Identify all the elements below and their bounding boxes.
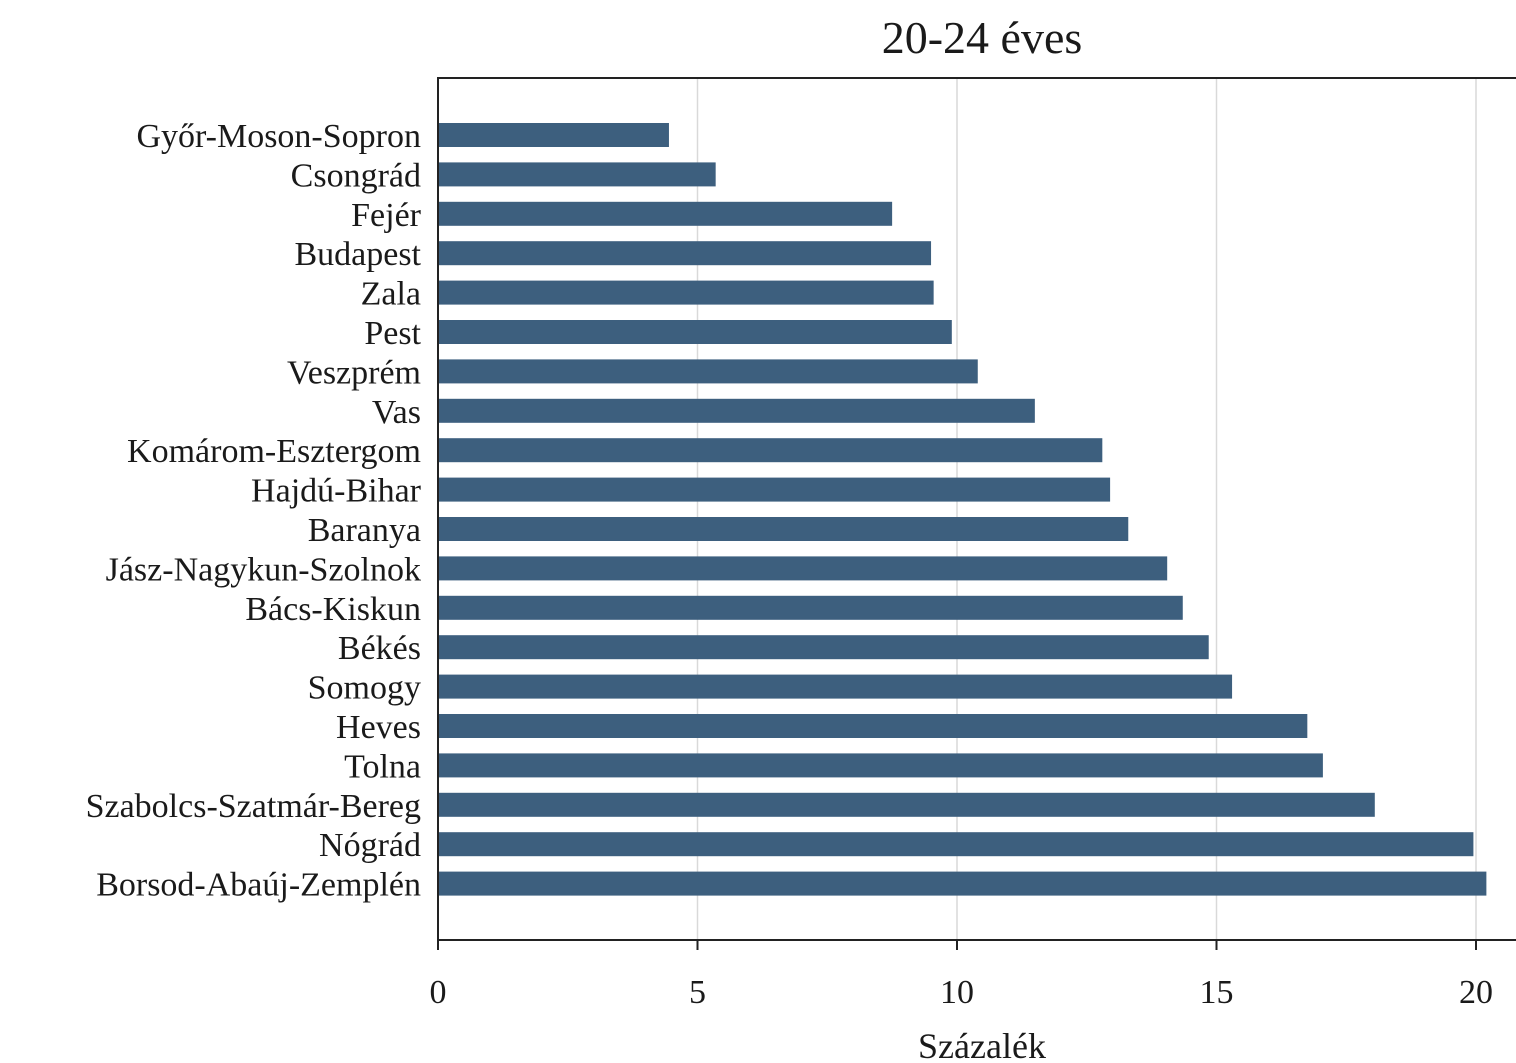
bar bbox=[438, 753, 1323, 778]
category-label: Tolna bbox=[344, 748, 421, 785]
category-label: Veszprém bbox=[287, 354, 421, 391]
x-tick-label: 15 bbox=[1200, 974, 1234, 1011]
chart-title: 20-24 éves bbox=[882, 12, 1083, 63]
category-label: Vas bbox=[372, 394, 421, 431]
bar bbox=[438, 595, 1183, 620]
bar bbox=[438, 398, 1035, 423]
category-label: Csongrád bbox=[291, 157, 421, 194]
category-label: Bács-Kiskun bbox=[245, 591, 421, 628]
bar bbox=[438, 556, 1168, 581]
x-tick-label: 10 bbox=[940, 974, 974, 1011]
plot-frame bbox=[437, 77, 1516, 941]
bar bbox=[438, 714, 1308, 738]
bar bbox=[438, 871, 1487, 896]
bar bbox=[438, 438, 1103, 463]
category-label: Szabolcs-Szatmár-Bereg bbox=[86, 788, 421, 825]
category-label: Heves bbox=[336, 709, 421, 746]
category-label: Győr-Moson-Sopron bbox=[136, 118, 421, 155]
category-label: Jász-Nagykun-Szolnok bbox=[106, 551, 421, 588]
bar bbox=[438, 162, 716, 187]
category-label: Hajdú-Bihar bbox=[251, 473, 422, 510]
bar bbox=[438, 241, 932, 266]
x-tick-label: 0 bbox=[430, 974, 447, 1011]
category-label: Baranya bbox=[308, 512, 421, 549]
x-axis-label: Százalék bbox=[918, 1026, 1046, 1063]
x-tick-label: 5 bbox=[689, 974, 706, 1011]
category-label: Budapest bbox=[294, 236, 421, 273]
bar bbox=[438, 832, 1474, 857]
bar bbox=[438, 635, 1209, 660]
bar bbox=[438, 201, 893, 226]
bar bbox=[438, 477, 1111, 502]
category-label: Békés bbox=[338, 630, 421, 667]
category-labels: Győr-Moson-SopronCsongrádFejérBudapestZa… bbox=[86, 118, 422, 904]
bar bbox=[438, 320, 952, 344]
x-tick-label: 20 bbox=[1459, 974, 1493, 1011]
bar bbox=[438, 280, 934, 305]
bars bbox=[438, 123, 1487, 896]
category-label: Fejér bbox=[351, 197, 422, 234]
x-axis-ticks: 0 5 10 15 20 bbox=[430, 940, 1493, 1011]
bar bbox=[438, 517, 1129, 541]
bar bbox=[438, 359, 978, 384]
category-label: Pest bbox=[364, 315, 421, 352]
category-label: Zala bbox=[361, 276, 421, 313]
bar bbox=[438, 123, 669, 147]
category-label: Somogy bbox=[308, 670, 421, 707]
bar bbox=[438, 674, 1233, 699]
category-label: Komárom-Esztergom bbox=[127, 433, 421, 470]
category-label: Borsod-Abaúj-Zemplén bbox=[96, 867, 421, 904]
category-label: Nógrád bbox=[319, 827, 421, 864]
bar bbox=[438, 792, 1375, 817]
